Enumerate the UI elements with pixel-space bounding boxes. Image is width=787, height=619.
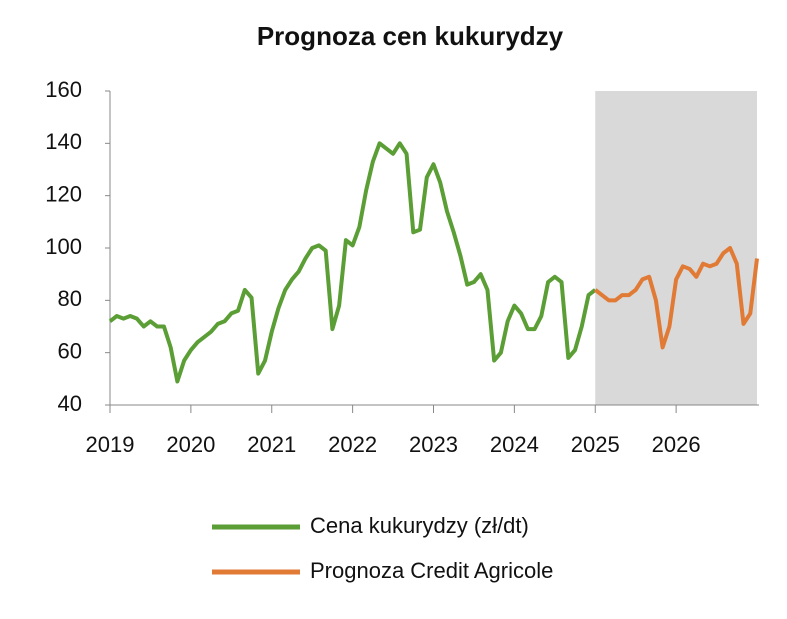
legend-label: Cena kukurydzy (zł/dt) bbox=[310, 513, 529, 538]
x-tick-label: 2022 bbox=[328, 432, 377, 457]
line-series bbox=[108, 141, 597, 384]
y-tick-label: 60 bbox=[58, 338, 82, 363]
x-tick-label: 2020 bbox=[166, 432, 215, 457]
legend-label: Prognoza Credit Agricole bbox=[310, 558, 553, 583]
chart-title: Prognoza cen kukurydzy bbox=[257, 21, 564, 51]
x-tick-label: 2019 bbox=[86, 432, 135, 457]
line-series bbox=[594, 246, 759, 350]
x-tick-label: 2021 bbox=[247, 432, 296, 457]
forecast-shade bbox=[595, 91, 757, 405]
x-tick-label: 2023 bbox=[409, 432, 458, 457]
x-tick-label: 2025 bbox=[571, 432, 620, 457]
y-tick-label: 100 bbox=[45, 234, 82, 259]
y-tick-label: 120 bbox=[45, 181, 82, 206]
y-tick-label: 80 bbox=[58, 286, 82, 311]
y-tick-label: 160 bbox=[45, 77, 82, 102]
y-tick-label: 40 bbox=[58, 391, 82, 416]
y-tick-label: 140 bbox=[45, 129, 82, 154]
x-tick-label: 2024 bbox=[490, 432, 539, 457]
x-tick-label: 2026 bbox=[652, 432, 701, 457]
